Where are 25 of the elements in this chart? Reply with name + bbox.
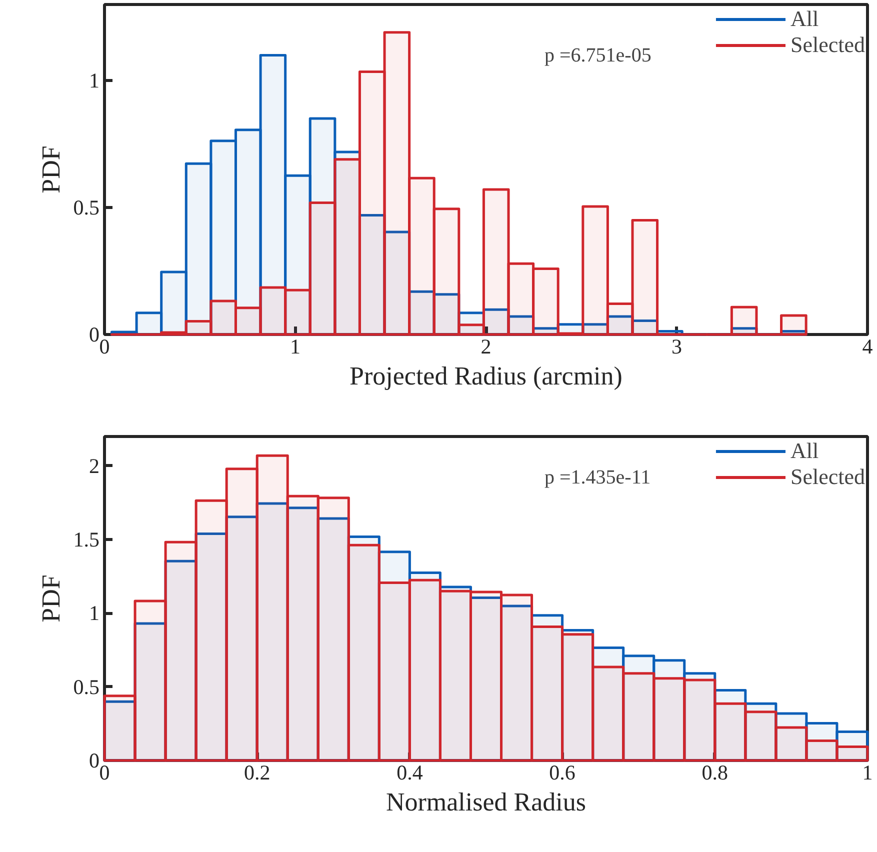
y-tick-label: 1 [89, 68, 100, 93]
x-tick-label: 3 [672, 334, 682, 358]
x-tick-label: 0.2 [244, 760, 270, 784]
annotation: p =1.435e-11 [544, 466, 651, 488]
x-tick-label: 1 [862, 760, 873, 784]
legend-label: All [790, 438, 819, 464]
legend-label: All [790, 6, 819, 32]
y-tick-label: 2 [89, 454, 100, 478]
y-tick-label: 0.5 [73, 674, 100, 699]
y-tick-label: 0.5 [73, 196, 100, 220]
x-axis-title: Normalised Radius [386, 788, 586, 816]
annotation: p =6.751e-05 [544, 44, 652, 66]
y-tick-label: 1 [89, 601, 100, 626]
y-tick-label: 1.5 [73, 528, 100, 552]
legend-label: Selected [790, 32, 865, 58]
x-tick-label: 1 [290, 334, 300, 358]
x-tick-label: 0.6 [549, 760, 576, 784]
x-tick-label: 0.8 [702, 760, 728, 784]
x-tick-label: 0.4 [396, 760, 424, 784]
y-axis-title: PDF [36, 146, 66, 194]
legend-label: Selected [790, 464, 865, 490]
x-tick-label: 4 [862, 334, 874, 358]
x-tick-label: 2 [480, 334, 492, 358]
x-axis-title: Projected Radius (arcmin) [350, 362, 622, 390]
y-axis-title: PDF [36, 574, 66, 622]
